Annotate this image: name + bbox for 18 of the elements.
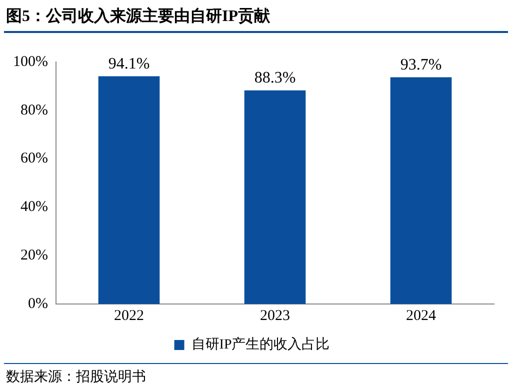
x-tick-label: 2024 (406, 308, 436, 324)
y-tick-label: 100% (12, 54, 48, 70)
text: 93.7% (400, 56, 442, 74)
y-tick-label: 20% (20, 248, 48, 264)
y-tick-label: 60% (20, 150, 48, 167)
legend-label: 自研IP产生的收入占比 (191, 336, 330, 353)
text: 94.1% (108, 55, 150, 72)
bar (98, 76, 160, 304)
source-note: 数据来源：招股说明书 (6, 368, 146, 386)
x-tick-label: 2023 (260, 308, 290, 324)
y-tick-label: 40% (20, 199, 48, 216)
y-tick-label: 0% (28, 296, 48, 312)
y-tick-label: 80% (20, 102, 48, 118)
chart-title: 图5：公司收入来源主要由自研IP贡献 (6, 6, 270, 27)
bar (244, 90, 306, 304)
text: 88.3% (254, 70, 296, 87)
bar (390, 77, 452, 304)
x-tick-label: 2022 (114, 308, 144, 324)
